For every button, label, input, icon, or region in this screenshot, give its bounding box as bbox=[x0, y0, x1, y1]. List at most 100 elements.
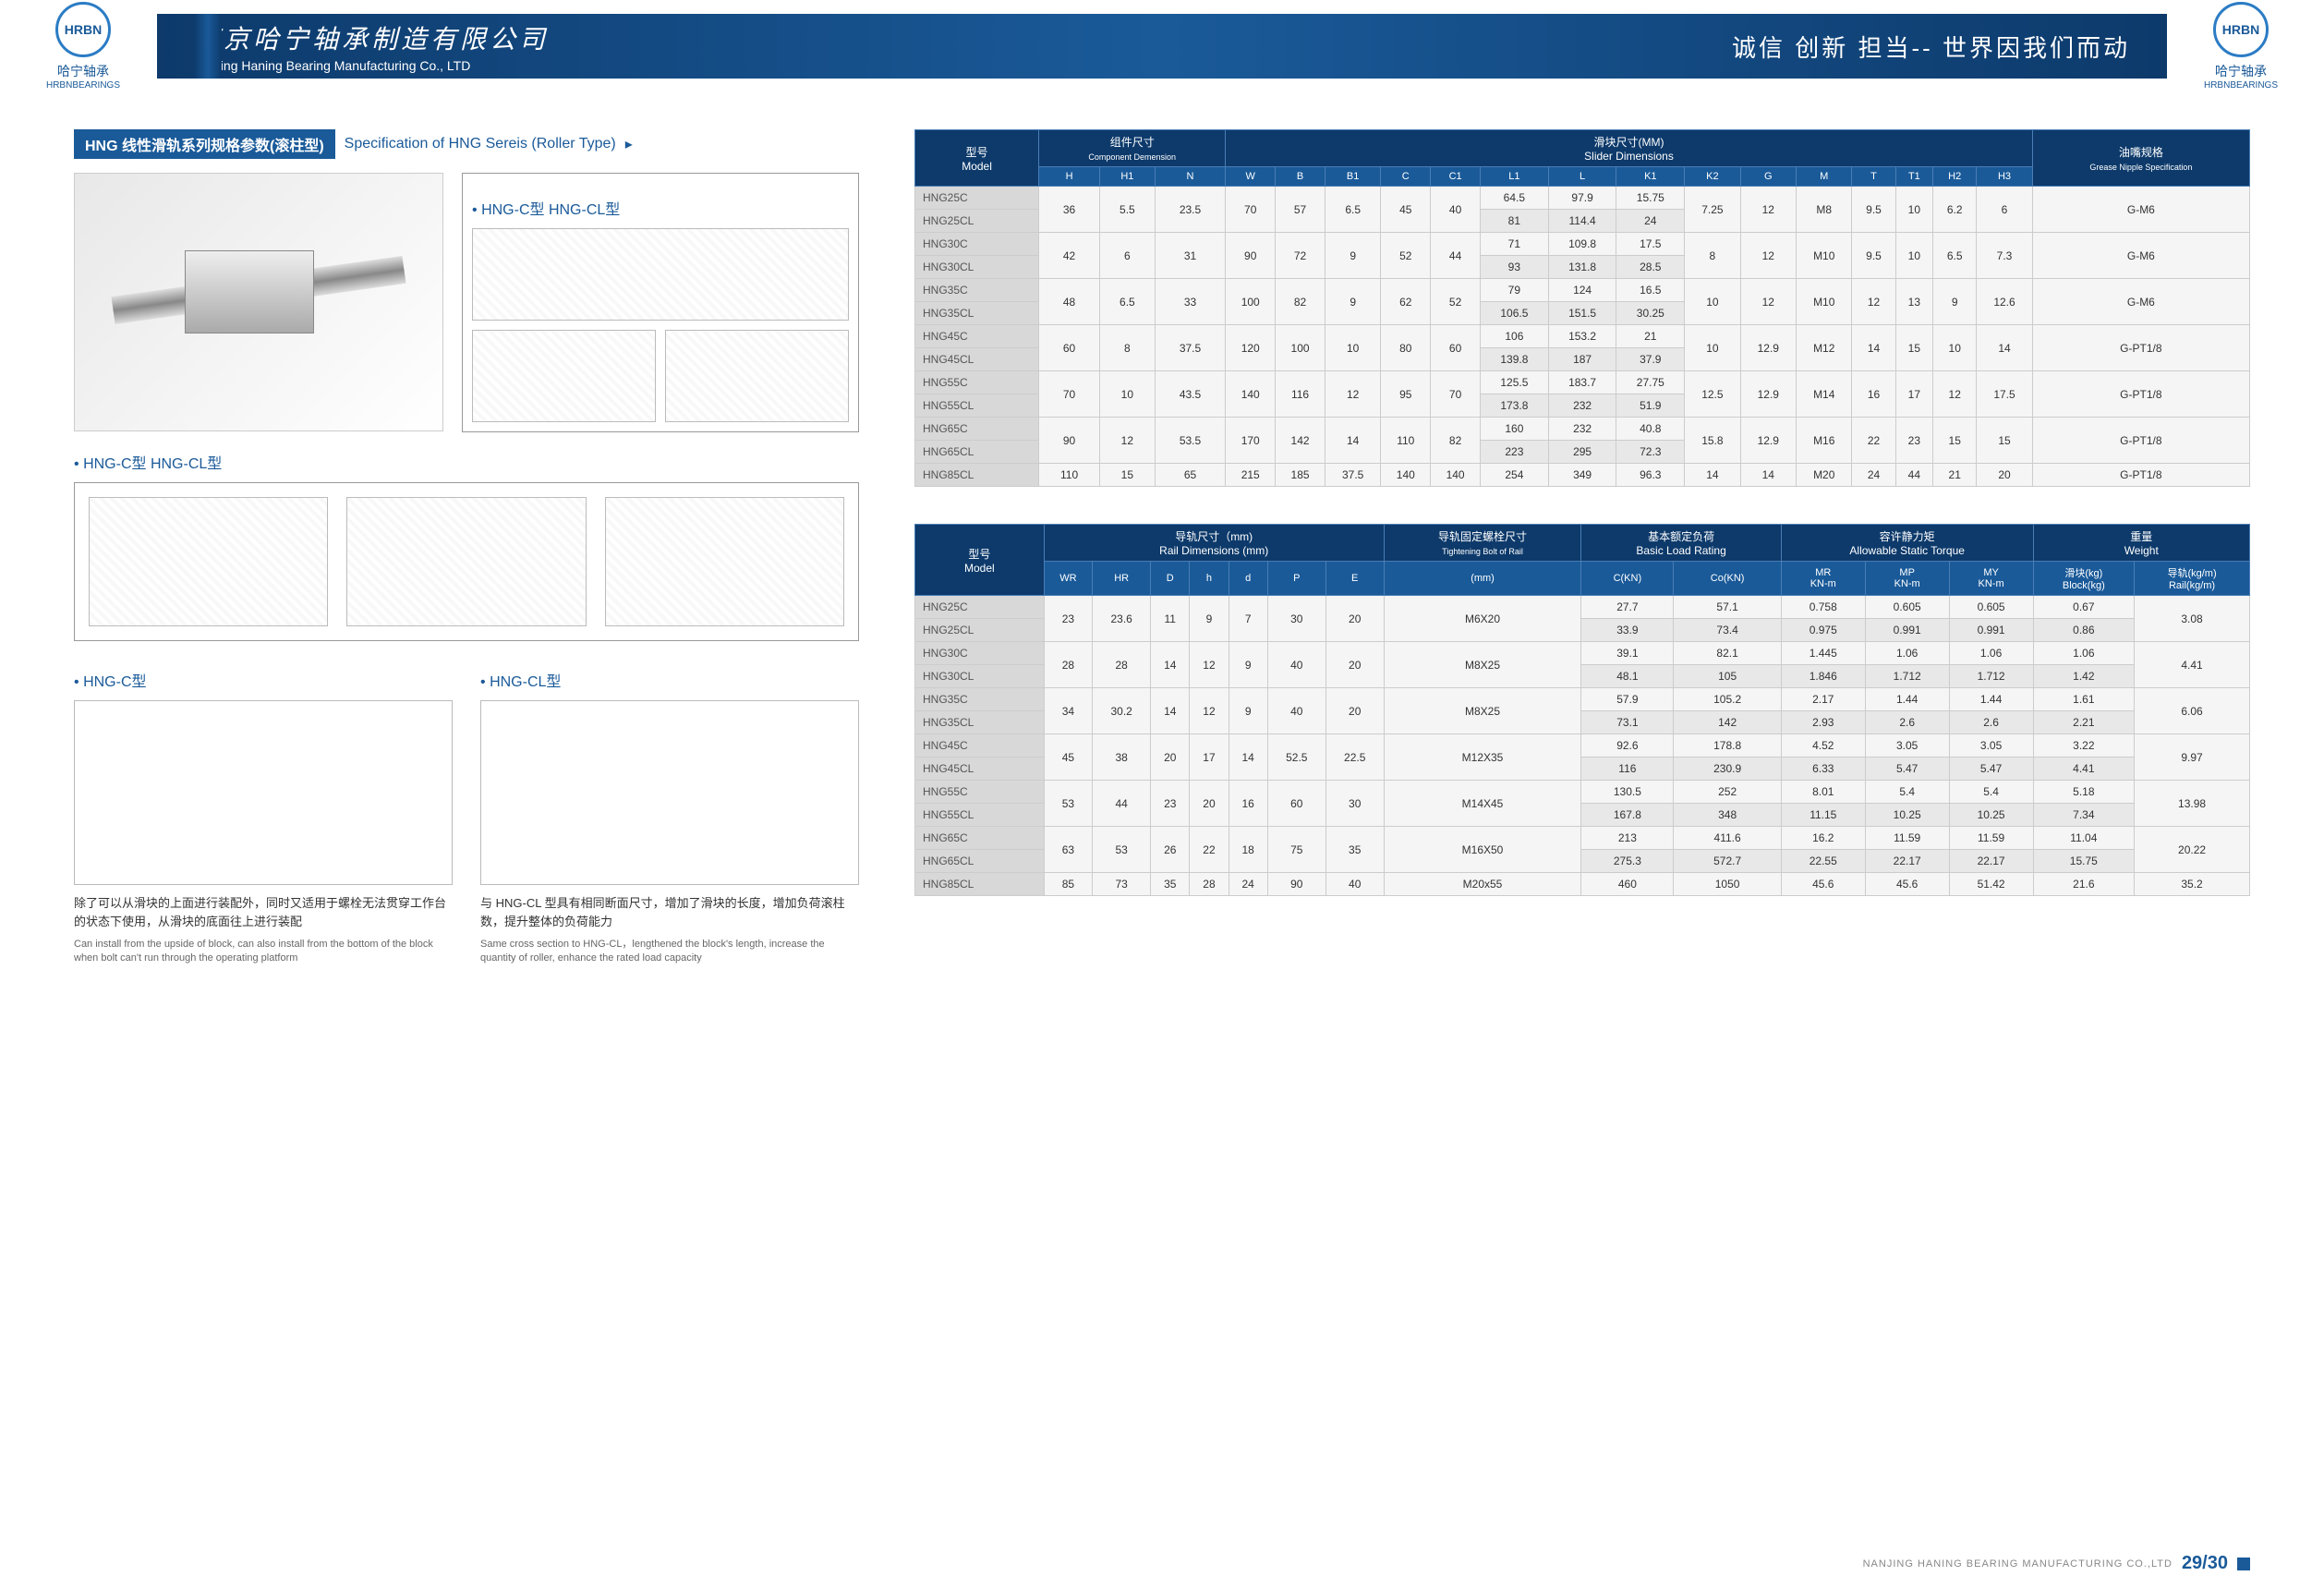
model-cell: HNG45C bbox=[915, 734, 1045, 758]
data-cell: 22.55 bbox=[1781, 850, 1865, 873]
movement-diagram: • HNG-C型 HNG-CL型 bbox=[462, 173, 859, 432]
iso-row: • HNG-C型 除了可以从滑块的上面进行装配外，同时又适用于螺栓无法贯穿工作台… bbox=[74, 655, 859, 966]
data-cell: 45.6 bbox=[1781, 873, 1865, 896]
data-cell: 28 bbox=[1093, 642, 1151, 688]
data-cell: 23 bbox=[1044, 596, 1093, 642]
data-cell: 2.17 bbox=[1781, 688, 1865, 711]
data-cell: 12 bbox=[1325, 371, 1380, 418]
data-cell: 27.75 bbox=[1616, 371, 1685, 394]
data-cell: 45.6 bbox=[1865, 873, 1949, 896]
data-cell: 9.5 bbox=[1852, 187, 1895, 233]
data-cell: 17 bbox=[1895, 371, 1933, 418]
table-row: HNG65C63532622187535M16X50213411.616.211… bbox=[915, 827, 2250, 850]
logo-right: 哈宁轴承 HRBNBEARINGS bbox=[2185, 2, 2296, 91]
model-cell: HNG45CL bbox=[915, 348, 1039, 371]
data-cell: 40.8 bbox=[1616, 418, 1685, 441]
table-row: HNG30C4263190729524471109.817.5812M109.5… bbox=[915, 233, 2250, 256]
data-cell: 35.2 bbox=[2135, 873, 2250, 896]
desc-cl-cn: 与 HNG-CL 型具有相同断面尺寸，增加了滑块的长度，增加负荷滚柱数，提升整体… bbox=[480, 894, 859, 930]
data-cell: 95 bbox=[1381, 371, 1431, 418]
data-cell: 17.5 bbox=[1616, 233, 1685, 256]
data-cell: 15.75 bbox=[1616, 187, 1685, 210]
data-cell: 348 bbox=[1674, 804, 1781, 827]
data-cell: 20 bbox=[1151, 734, 1190, 781]
data-cell: 5.47 bbox=[1865, 758, 1949, 781]
data-cell: 16.2 bbox=[1781, 827, 1865, 850]
data-cell: G-PT1/8 bbox=[2032, 371, 2249, 418]
data-cell: 52 bbox=[1381, 233, 1431, 279]
diagram-heading: • HNG-C型 HNG-CL型 bbox=[472, 197, 849, 219]
data-cell: 254 bbox=[1481, 464, 1549, 487]
data-cell: 110 bbox=[1039, 464, 1100, 487]
tech-heading: • HNG-C型 HNG-CL型 bbox=[74, 451, 859, 473]
data-cell: 6.33 bbox=[1781, 758, 1865, 781]
data-cell: 20 bbox=[1325, 596, 1384, 642]
hng-cl-block: • HNG-CL型 与 HNG-CL 型具有相同断面尺寸，增加了滑块的长度，增加… bbox=[480, 655, 859, 966]
data-cell: 73 bbox=[1093, 873, 1151, 896]
data-cell: 131.8 bbox=[1548, 256, 1616, 279]
data-cell: 232 bbox=[1548, 418, 1616, 441]
data-cell: 73.1 bbox=[1581, 711, 1674, 734]
data-cell: M8X25 bbox=[1384, 642, 1581, 688]
data-cell: G-PT1/8 bbox=[2032, 325, 2249, 371]
data-cell: 6 bbox=[1100, 233, 1156, 279]
data-cell: 124 bbox=[1548, 279, 1616, 302]
data-cell: 70 bbox=[1226, 187, 1276, 233]
data-cell: 3.22 bbox=[2033, 734, 2135, 758]
data-cell: 30.2 bbox=[1093, 688, 1151, 734]
data-cell: 52.5 bbox=[1267, 734, 1325, 781]
data-cell: 24 bbox=[1616, 210, 1685, 233]
data-cell: 8 bbox=[1100, 325, 1156, 371]
data-cell: 16.5 bbox=[1616, 279, 1685, 302]
model-cell: HNG65C bbox=[915, 827, 1045, 850]
drawing-front bbox=[89, 497, 328, 626]
data-cell: 82 bbox=[1431, 418, 1481, 464]
data-cell: 22.17 bbox=[1865, 850, 1949, 873]
data-cell: 90 bbox=[1039, 418, 1100, 464]
data-cell: G-PT1/8 bbox=[2032, 464, 2249, 487]
data-cell: 3.05 bbox=[1865, 734, 1949, 758]
data-cell: 92.6 bbox=[1581, 734, 1674, 758]
model-cell: HNG45CL bbox=[915, 758, 1045, 781]
data-cell: 21 bbox=[1933, 464, 1977, 487]
page-header: 哈宁轴承 HRBNBEARINGS 南京哈宁轴承制造有限公司 Nanjing H… bbox=[0, 0, 2324, 92]
data-cell: 2.6 bbox=[1865, 711, 1949, 734]
data-cell: 10 bbox=[1685, 325, 1740, 371]
data-cell: 57 bbox=[1276, 187, 1325, 233]
logo-brand-en: HRBNBEARINGS bbox=[28, 80, 139, 91]
data-cell: 14 bbox=[1325, 418, 1380, 464]
data-cell: G-M6 bbox=[2032, 187, 2249, 233]
data-cell: 12 bbox=[1740, 279, 1796, 325]
data-cell: 100 bbox=[1226, 279, 1276, 325]
data-cell: 411.6 bbox=[1674, 827, 1781, 850]
data-cell: 40 bbox=[1267, 688, 1325, 734]
data-cell: 1.61 bbox=[2033, 688, 2135, 711]
data-cell: 15 bbox=[1977, 418, 2032, 464]
data-cell: 90 bbox=[1267, 873, 1325, 896]
drawing-mp bbox=[472, 228, 849, 321]
data-cell: 10 bbox=[1895, 187, 1933, 233]
hng-c-block: • HNG-C型 除了可以从滑块的上面进行装配外，同时又适用于螺栓无法贯穿工作台… bbox=[74, 655, 453, 966]
slider-dimensions-table: 型号Model 组件尺寸Component Demension 滑块尺寸(MM)… bbox=[914, 129, 2250, 487]
data-cell: 81 bbox=[1481, 210, 1549, 233]
data-cell: 0.991 bbox=[1949, 619, 2033, 642]
data-cell: M10 bbox=[1797, 233, 1852, 279]
gear-icon bbox=[55, 2, 111, 57]
data-cell: M12 bbox=[1797, 325, 1852, 371]
data-cell: 460 bbox=[1581, 873, 1674, 896]
data-cell: 27.7 bbox=[1581, 596, 1674, 619]
data-cell: 53 bbox=[1093, 827, 1151, 873]
data-cell: 28 bbox=[1190, 873, 1229, 896]
data-cell: 252 bbox=[1674, 781, 1781, 804]
data-cell: 130.5 bbox=[1581, 781, 1674, 804]
data-cell: 185 bbox=[1276, 464, 1325, 487]
data-cell: 23.5 bbox=[1155, 187, 1226, 233]
data-cell: 125.5 bbox=[1481, 371, 1549, 394]
logo-brand-en: HRBNBEARINGS bbox=[2185, 80, 2296, 91]
data-cell: 33 bbox=[1155, 279, 1226, 325]
data-cell: 12.6 bbox=[1977, 279, 2032, 325]
data-cell: 20.22 bbox=[2135, 827, 2250, 873]
data-cell: 17 bbox=[1190, 734, 1229, 781]
data-cell: 73.4 bbox=[1674, 619, 1781, 642]
data-cell: 79 bbox=[1481, 279, 1549, 302]
